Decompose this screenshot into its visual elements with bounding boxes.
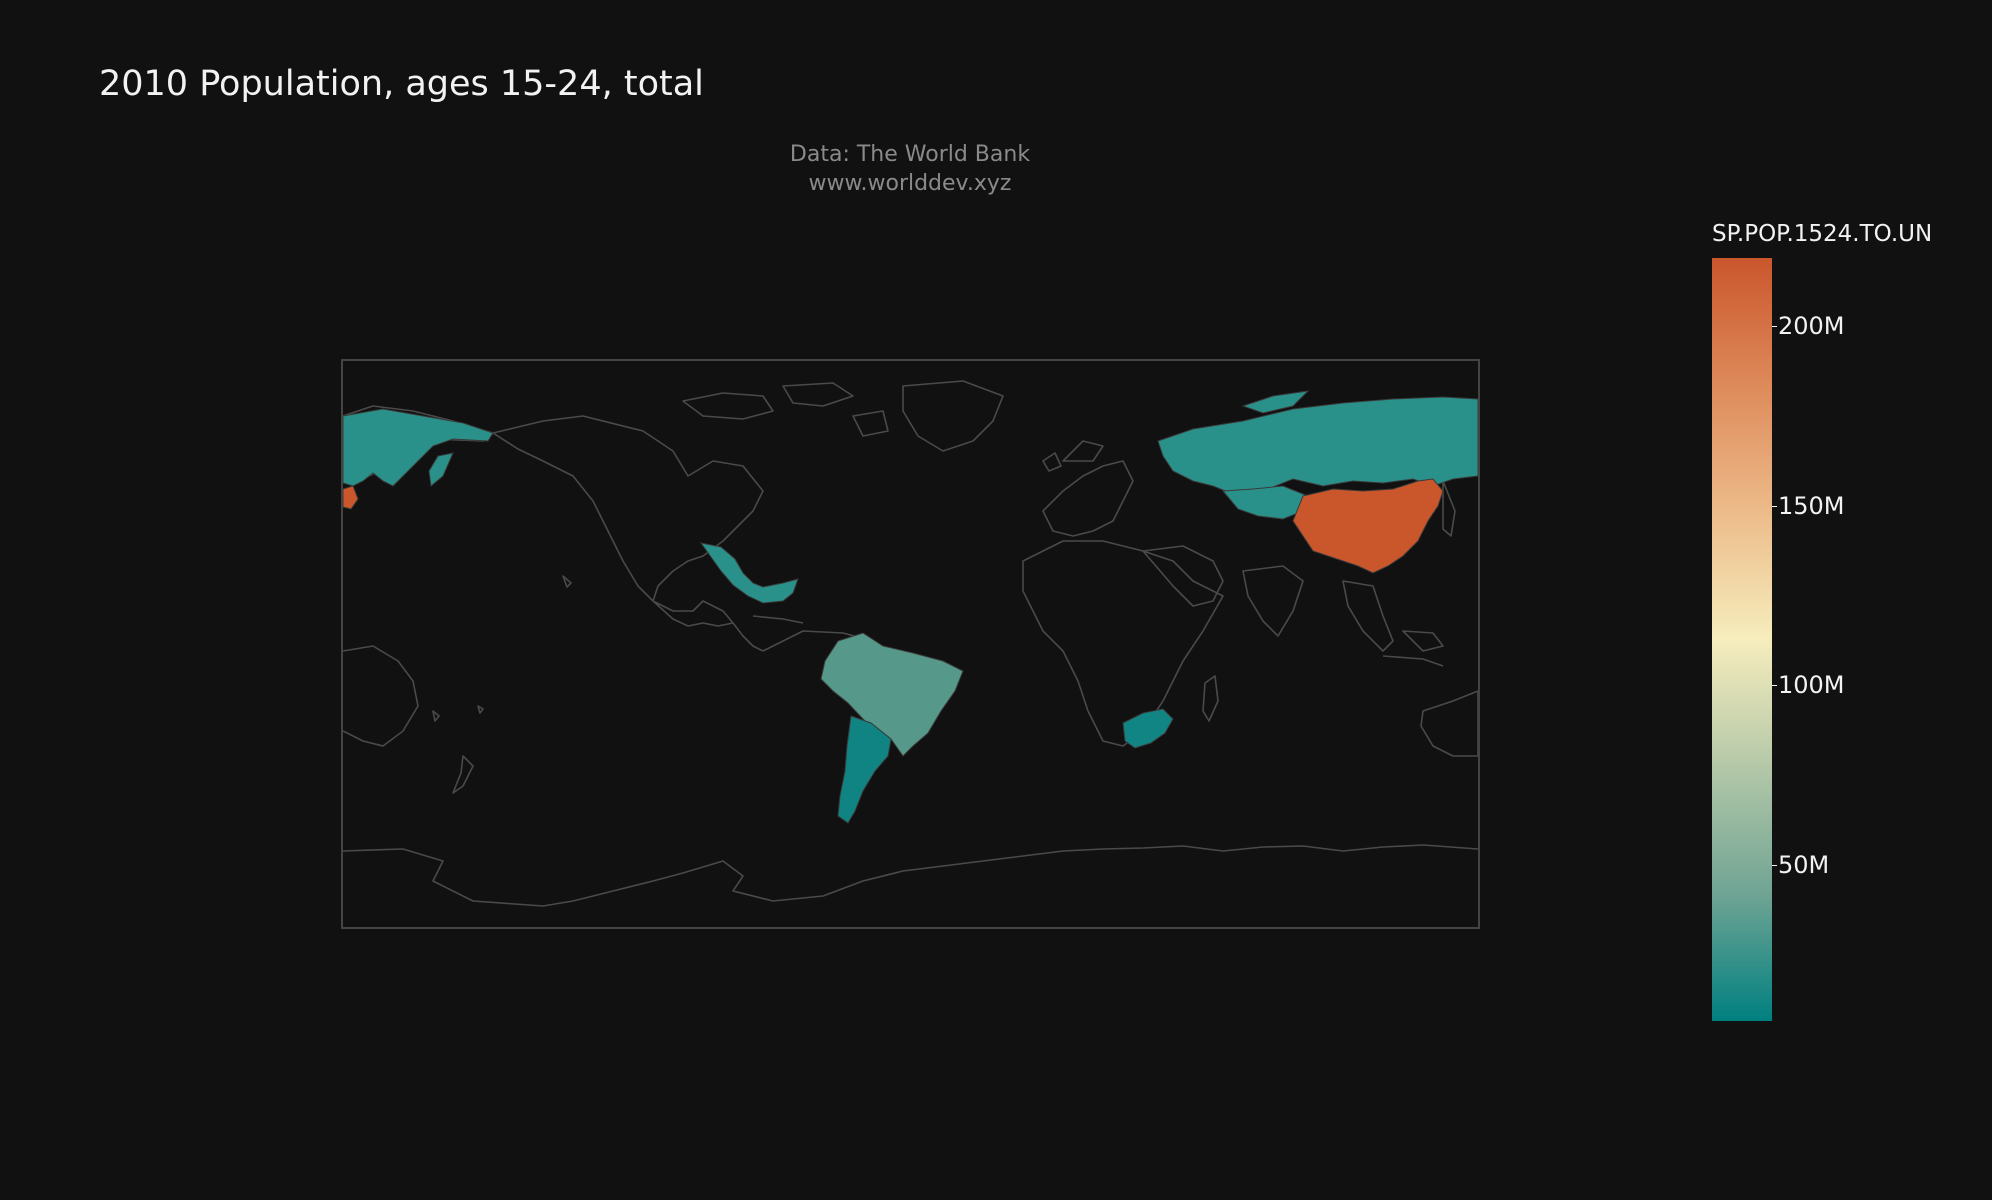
- map-frame[interactable]: [341, 359, 1480, 929]
- country-brazil: [820, 632, 964, 757]
- source-line-1: Data: The World Bank: [789, 142, 1031, 167]
- colorbar-tick-100m: 100M: [1778, 671, 1845, 699]
- country-south-africa: [1122, 708, 1174, 749]
- country-japan: [343, 485, 359, 510]
- chart-title: 2010 Population, ages 15-24, total: [99, 64, 704, 104]
- colorbar-tick-mark-50m: [1772, 865, 1777, 866]
- coastlines: [343, 380, 1478, 907]
- country-russia: [1157, 396, 1478, 497]
- colorbar-tick-mark-100m: [1772, 685, 1777, 686]
- colorbar-tick-50m: 50M: [1778, 851, 1830, 879]
- colorbar-tick-mark-150m: [1772, 506, 1777, 507]
- country-china: [1292, 478, 1444, 574]
- country-argentina: [837, 715, 892, 824]
- colorbar-tick-150m: 150M: [1778, 492, 1845, 520]
- country-russia-kamchatka: [428, 452, 454, 487]
- country-russia-east: [343, 408, 494, 487]
- source-annotation: Data: The World Bank www.worlddev.xyz: [760, 140, 1060, 198]
- colorbar-tick-200m: 200M: [1778, 312, 1845, 340]
- colorbar: [1712, 258, 1772, 1021]
- country-shapes: [343, 390, 1478, 824]
- colorbar-tick-mark-200m: [1772, 326, 1777, 327]
- source-line-2: www.worlddev.xyz: [808, 171, 1012, 196]
- country-mexico: [699, 542, 799, 604]
- country-russia-north-island: [1241, 390, 1310, 414]
- world-map[interactable]: [343, 361, 1478, 927]
- colorbar-gradient: [1712, 258, 1772, 1021]
- colorbar-title: SP.POP.1524.TO.UN: [1712, 221, 1933, 247]
